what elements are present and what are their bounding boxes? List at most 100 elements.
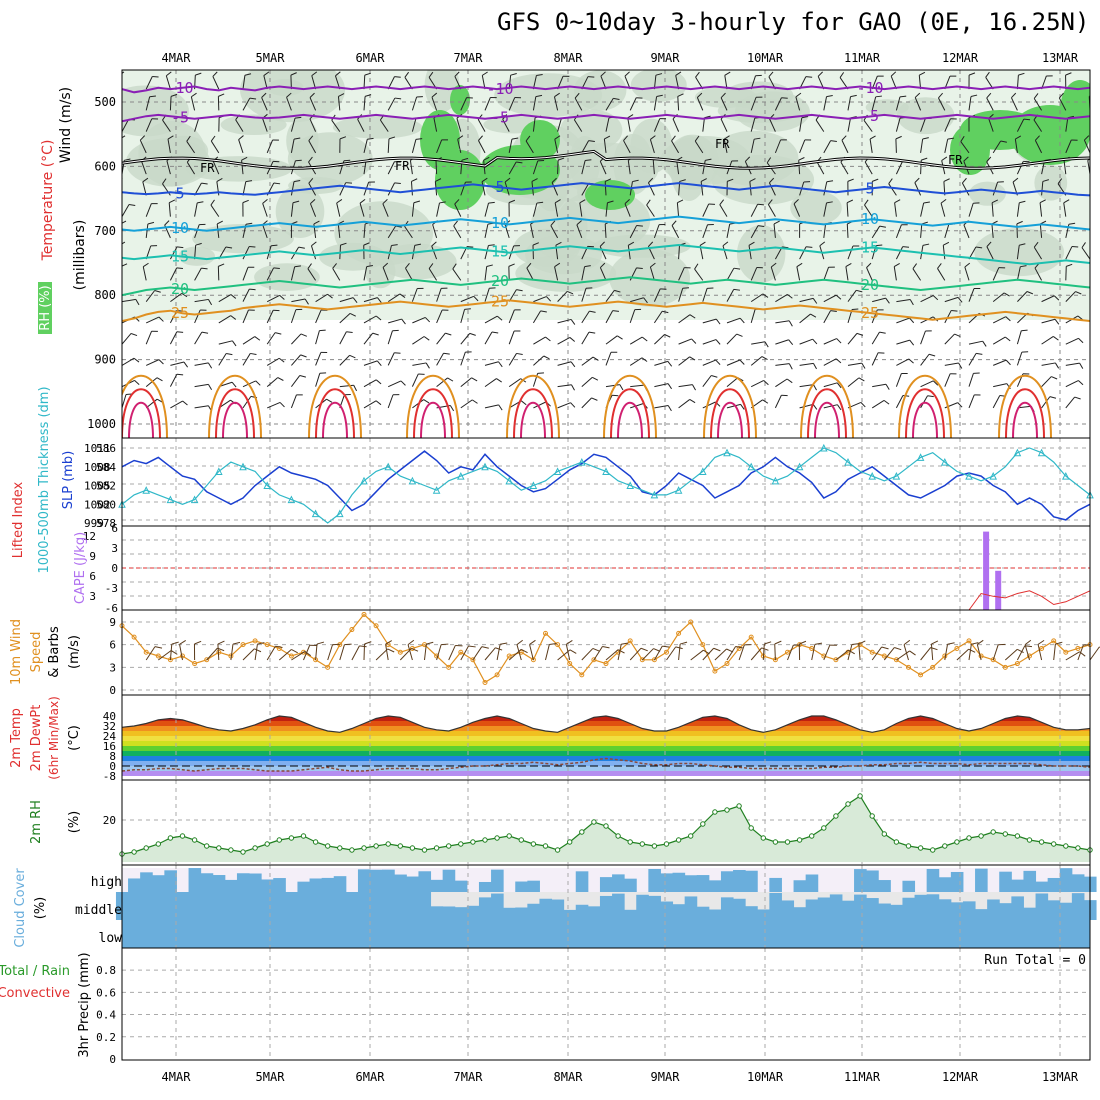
upper-wind-barb-78-876: [1065, 337, 1084, 345]
upper-wind-barb-22-612-staff: [387, 161, 395, 175]
warm-loop-6-0: [703, 375, 757, 438]
upper-wind-barb-48-546-staff: [702, 117, 705, 132]
rh2m-marker-5: [179, 833, 186, 839]
upper-wind-barb-30-843-staff: [484, 315, 498, 324]
upper-wind-barb-50-480-flag: [724, 71, 731, 76]
cloud-mid-13: [273, 892, 286, 920]
precip-tick-0: 0: [109, 1053, 116, 1066]
upper-wind-barb-26-777-flag: [428, 263, 434, 269]
upper-wind-barb-68-810: [944, 296, 963, 303]
cape-tick-12: 12: [83, 530, 96, 543]
upper-wind-barb-74-876: [1016, 329, 1028, 345]
upper-wind-barb-74-876-staff: [1016, 330, 1022, 345]
upper-wind-barb-6-810: [194, 298, 213, 306]
wind10-barb-40-flag: [617, 649, 625, 654]
wind10-marker-30: [482, 679, 488, 685]
upper-wind-barb-80-810: [1089, 300, 1090, 302]
upper-wind-barb-8-513-flag: [218, 93, 225, 97]
upper-rh-label: RH (%): [38, 285, 53, 330]
upper-wind-barb-6-579-staff: [186, 141, 196, 154]
upper-wind-barb-60-579-staff: [841, 140, 849, 154]
upper-wind-barb-22-612: [387, 161, 401, 175]
wind10-barb-6-flag: [194, 640, 202, 645]
cloud-high-46: [672, 872, 686, 892]
upper-wind-barb-78-480: [1065, 72, 1072, 90]
upper-wind-barb-36-513-flag: [554, 92, 560, 98]
wind10-barb-77: [1053, 641, 1063, 661]
upper-wind-barb-16-975-flag: [326, 398, 333, 403]
upper-wind-barb-60-909-staff: [847, 362, 862, 366]
upper-wind-barb-30-975-flag: [498, 404, 503, 411]
wind10-barb-32-flag: [520, 648, 528, 654]
upper-wind-barb-30-777: [484, 264, 493, 281]
upper-wind-barb-14-645-staff: [290, 181, 295, 196]
upper-wind-barb-68-843-flag: [951, 309, 958, 312]
rh-shade-mid-53: [378, 243, 457, 280]
cloud-high-47: [684, 875, 698, 892]
upper-wind-barb-10-744-flag: [249, 246, 256, 248]
upper-wind-barb-36-843-staff: [557, 318, 572, 324]
rh-shade-green-7: [1060, 80, 1090, 140]
wind10-barb-46-staff: [678, 644, 681, 661]
upper-wind-barb-4-975-staff: [170, 400, 183, 409]
upper-wind-barb-68-612-flag: [941, 156, 948, 161]
cloud-high-48: [696, 875, 710, 892]
upper-wind-barb-20-810-staff: [363, 297, 378, 303]
upper-wind-barb-64-678-flag: [894, 199, 901, 204]
upper-wind-barb-78-876-flag: [1078, 337, 1084, 344]
upper-wind-barb-40-711-staff: [604, 223, 607, 238]
warm-loop-1-0: [208, 375, 262, 438]
upper-wind-barb-56-579-staff: [799, 139, 806, 154]
upper-wind-barb-22-810: [387, 293, 406, 303]
upper-wind-barb-56-843-staff: [799, 313, 811, 324]
upper-wind-barb-34-777: [526, 262, 534, 281]
cloud-high-71: [975, 868, 988, 892]
wind10-marker-40: [603, 661, 609, 667]
upper-wind-barb-66-777-flag: [912, 263, 918, 269]
warm-loop-4-2: [520, 402, 546, 438]
rh2m-marker-6: [191, 837, 198, 843]
rh2m-marker-68: [942, 843, 948, 849]
upper-wind-barb-50-975-staff: [726, 403, 741, 409]
upper-wind-barb-22-810-flag: [399, 293, 406, 298]
upper-wind-barb-28-876: [460, 332, 476, 345]
isotherm-20: [122, 276, 1090, 297]
temp-tick-0: 0: [109, 760, 116, 773]
upper-wind-barb-34-612: [532, 160, 545, 175]
upper-wind-barb-28-810-staff: [460, 295, 474, 303]
upper-wind-barb-46-810: [678, 287, 690, 302]
upper-wind-barb-56-876-flag: [812, 338, 818, 345]
isotherm-label-25-1: 25: [491, 293, 509, 311]
wind10-marker-50: [724, 661, 730, 667]
wind10-barb-77-staff: [1053, 644, 1056, 661]
upper-wind-barb-30-645: [481, 177, 488, 196]
upper-wind-barb-26-909-staff: [436, 352, 444, 366]
upper-wind-barb-28-876-flag: [469, 332, 476, 336]
cloud-high-67: [926, 868, 940, 892]
upper-wind-barb-36-810-staff: [557, 291, 568, 302]
upper-wind-barb-4-513-staff: [169, 96, 172, 111]
upper-wind-barb-66-942-staff: [920, 380, 934, 388]
cloud-high-8: [212, 875, 226, 892]
upper-wind-barb-54-744-flag: [782, 246, 789, 249]
upper-wind-barb-48-843: [702, 318, 721, 325]
upper-wind-barb-78-711-flag: [1068, 222, 1076, 225]
upper-wind-barb-30-579: [478, 135, 486, 154]
upper-wind-barb-40-777-staff: [599, 267, 607, 281]
cloud-mid-50: [720, 897, 734, 920]
upper-wind-barb-72-513-staff: [986, 97, 994, 111]
upper-wind-barb-18-810: [339, 297, 358, 303]
upper-wind-barb-72-843: [992, 316, 1011, 324]
upper-wind-barb-80-777-flag: [1094, 266, 1100, 267]
upper-wind-barb-28-975-staff: [460, 399, 473, 409]
temp-tick-24: 24: [103, 730, 117, 743]
upper-wind-barb-6-513: [190, 92, 197, 111]
warm-loop-3-2: [420, 402, 446, 438]
upper-wind-barb-12-975-staff: [267, 401, 281, 409]
upper-wind-barb-22-513-staff: [387, 97, 396, 111]
upper-wind-barb-22-645: [387, 182, 401, 196]
upper-wind-barb-4-645-staff: [162, 183, 171, 196]
upper-wind-barb-42-942-staff: [630, 384, 645, 388]
wind10-barb-18: [339, 643, 352, 661]
upper-wind-barb-80-942: [1089, 386, 1090, 387]
